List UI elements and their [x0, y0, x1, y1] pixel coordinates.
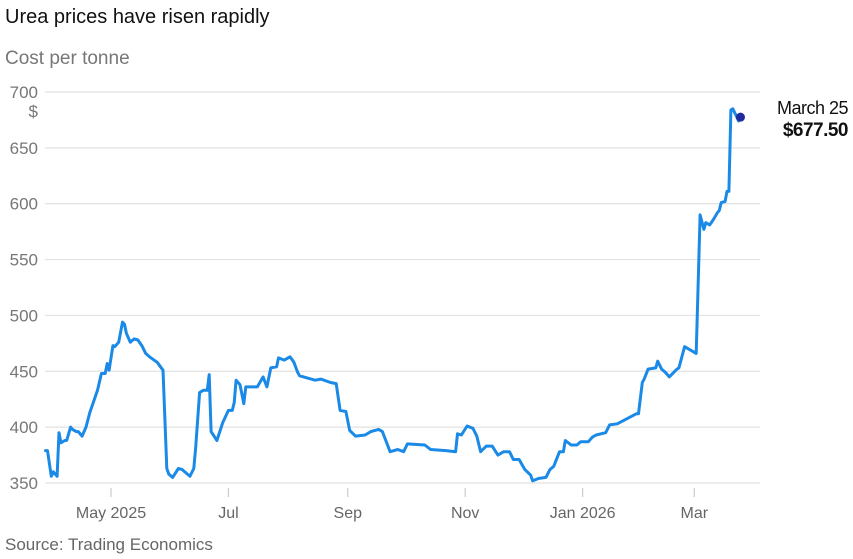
y-tick-label: 400 [10, 418, 38, 437]
x-tick-label: May 2025 [76, 505, 146, 522]
x-tick-label: Sep [334, 505, 363, 522]
y-axis-unit-label: $ [29, 102, 39, 121]
y-tick-label: 350 [10, 474, 38, 493]
x-tick-label: Mar [680, 505, 708, 522]
x-tick-label: Jan 2026 [550, 505, 616, 522]
y-tick-label: 500 [10, 306, 38, 325]
y-tick-label: 650 [10, 139, 38, 158]
annotation-value: $677.50 [782, 120, 849, 141]
series-line [44, 107, 742, 483]
y-tick-label: 700 [10, 83, 38, 102]
chart-title: Urea prices have risen rapidly [5, 6, 270, 28]
x-tick-label: Jul [218, 505, 238, 522]
chart-subtitle: Cost per tonne [5, 48, 130, 69]
latest-value-dot [735, 112, 745, 122]
y-tick-label: 600 [10, 195, 38, 214]
annotation-date: March 25 [776, 98, 849, 118]
y-tick-label: 550 [10, 251, 38, 270]
x-tick-label: Nov [451, 505, 479, 522]
y-tick-label: 450 [10, 362, 38, 381]
chart-source: Source: Trading Economics [5, 535, 213, 554]
